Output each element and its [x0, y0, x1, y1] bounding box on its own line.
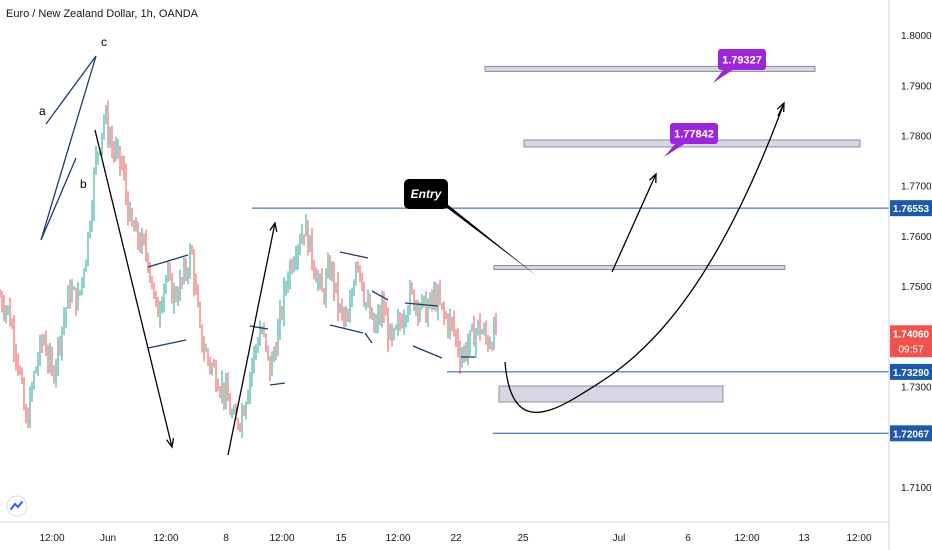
- target-badge-1: [670, 123, 718, 144]
- y-tick-label-3: 1.77000: [901, 182, 932, 193]
- projection-curve-head-head: [776, 101, 785, 113]
- levels-layer: [252, 207, 889, 434]
- impulse-arrow-down-head: [166, 438, 175, 449]
- impulse-arrow-up-head: [269, 221, 278, 232]
- impulse-arrow-down: [94, 129, 173, 448]
- zone-2: [493, 265, 786, 271]
- x-tick-label-9: Jul: [613, 533, 626, 544]
- x-tick-label-6: 12:00: [385, 533, 410, 544]
- zone-0: [484, 65, 816, 72]
- target-badge-tail-1: [664, 143, 686, 157]
- target-badge-label-0: 1.79327: [722, 55, 762, 67]
- y-tick-label-2: 1.78000: [901, 132, 932, 143]
- x-tick-label-8: 25: [517, 533, 529, 544]
- y-tick-label-0: 1.80000: [901, 31, 932, 42]
- x-tick-label-5: 15: [335, 533, 347, 544]
- x-tick-label-10: 6: [685, 533, 691, 544]
- pattern-line-12: [412, 345, 443, 359]
- tradingview-logo-icon: [6, 495, 28, 517]
- pattern-line-6: [269, 382, 286, 386]
- pattern-line-5: [249, 325, 269, 330]
- x-tick-label-2: 12:00: [153, 533, 178, 544]
- y-tick-label-4: 1.76000: [901, 232, 932, 243]
- x-tick-label-0: 12:00: [39, 533, 64, 544]
- level-badge-0: [890, 200, 932, 217]
- impulse-arrow-up: [227, 222, 276, 456]
- level-badge-1: [890, 363, 932, 380]
- target-badge-tail-0: [713, 69, 734, 83]
- pattern-line-8: [339, 251, 369, 259]
- x-tick-label-3: 8: [223, 533, 229, 544]
- target-badge-0: [718, 49, 766, 70]
- entry-callout-tail: [434, 198, 537, 276]
- price-axis: 1.80000 1.79000 1.78000 1.77000 1.76000 1.750…: [901, 31, 932, 494]
- target-badge-label-1: 1.77842: [674, 129, 714, 141]
- x-tick-label-7: 22: [450, 533, 462, 544]
- price-badges: 1.76553 1.73290 1.72067 1.74060 09:57: [890, 200, 932, 442]
- pattern-line-1: [45, 55, 97, 125]
- x-tick-label-11: 12:00: [734, 533, 759, 544]
- x-tick-label-13: 12:00: [846, 533, 871, 544]
- level-badge-label-0: 1.76553: [893, 204, 930, 215]
- x-tick-label-12: 13: [798, 533, 810, 544]
- y-tick-label-5: 1.75000: [901, 282, 932, 293]
- target-arrow-1: [611, 173, 657, 273]
- entry-label: Entry: [411, 187, 443, 201]
- pattern-line-3: [147, 254, 189, 268]
- pattern-line-0: [40, 55, 97, 241]
- x-tick-label-4: 12:00: [269, 533, 294, 544]
- current-price-label: 1.74060: [893, 329, 930, 340]
- entry-callout-box: [404, 179, 448, 209]
- x-tick-label-1: Jun: [100, 533, 116, 544]
- level-badge-label-1: 1.73290: [893, 368, 930, 379]
- level-badge-2: [890, 425, 932, 442]
- wave-label-b: b: [80, 177, 87, 191]
- y-tick-label-7: 1.73000: [901, 382, 932, 393]
- chart-title: Euro / New Zealand Dollar, 1h, OANDA: [6, 8, 198, 20]
- drawings-layer: a b c Entry 1.79327 1.77842: [39, 35, 861, 456]
- countdown-label: 09:57: [898, 344, 923, 355]
- pattern-line-9: [364, 332, 373, 344]
- pattern-line-10: [371, 290, 389, 301]
- level-badge-label-2: 1.72067: [893, 429, 930, 440]
- pattern-line-7: [329, 324, 364, 334]
- wave-label-a: a: [39, 104, 46, 118]
- current-price-badge: [890, 325, 932, 358]
- zone-3: [498, 385, 724, 403]
- y-tick-label-1: 1.79000: [901, 81, 932, 92]
- y-tick-label-9: 1.71000: [901, 483, 932, 494]
- wave-label-c: c: [101, 35, 107, 49]
- projection-curve: [504, 102, 785, 414]
- projection-curve-head: [777, 102, 785, 117]
- candles-layer: [0, 100, 497, 438]
- target-arrow-1-head: [648, 172, 657, 184]
- pattern-line-2: [40, 157, 77, 241]
- pattern-line-11: [404, 302, 439, 307]
- time-axis: 12:00 Jun 12:00 8 12:00 15 12:00 22 25 Jul 6 12:00 1…: [39, 533, 871, 544]
- pattern-line-4: [147, 339, 187, 349]
